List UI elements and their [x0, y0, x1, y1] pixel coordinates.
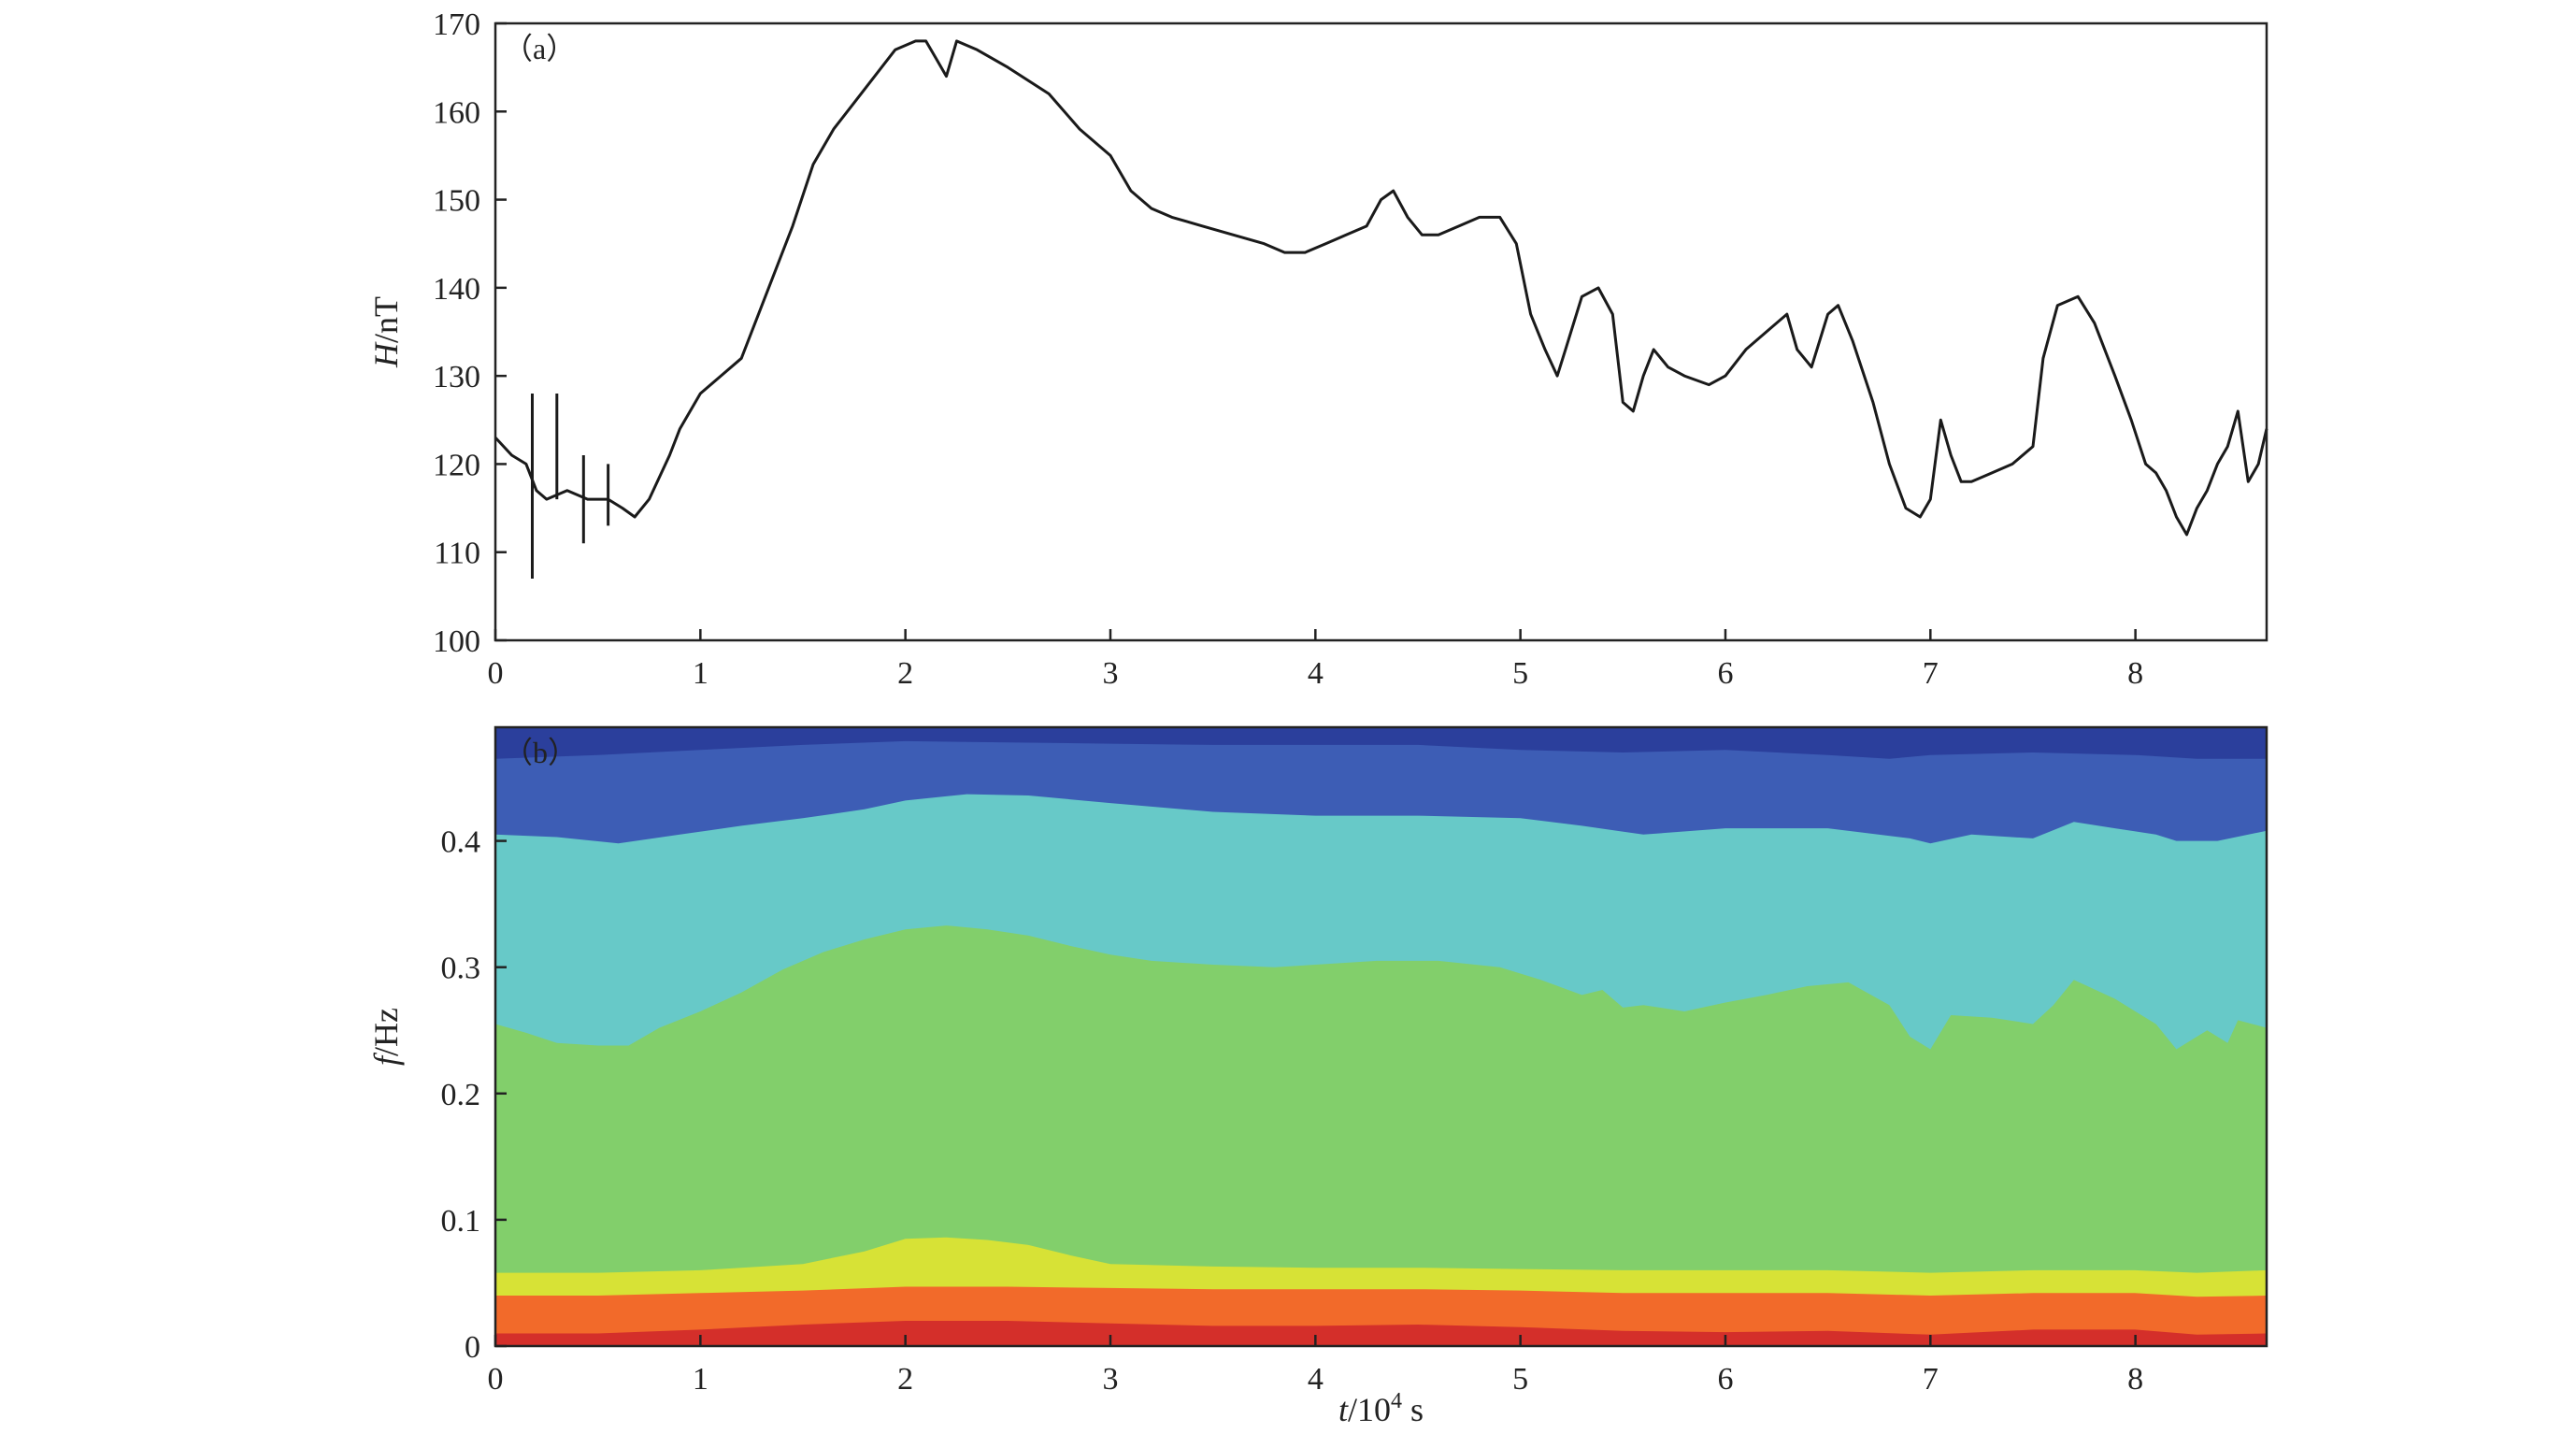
panel-b-y-tick-label: 0.4 [441, 825, 481, 860]
panel-b-x-axis-label-exponent: 4 [1391, 1389, 1402, 1413]
panel-a-y-tick-label: 110 [434, 537, 480, 571]
panel-b-y-tick-label: 0.2 [441, 1078, 481, 1112]
panel-a-x-tick-label: 0 [488, 656, 504, 691]
panel-b-x-tick-label: 1 [693, 1362, 708, 1397]
panel-b-x-axis-label: t/104 s [1338, 1389, 1424, 1428]
panel-b-band [495, 1321, 2267, 1346]
panel-b-x-tick-label: 4 [1308, 1362, 1324, 1397]
panel-b-x-tick-label: 8 [2127, 1362, 2143, 1397]
panel-a-x-tick-label: 4 [1308, 656, 1324, 691]
panel-b-y-tick-label: 0 [465, 1330, 480, 1365]
panel-b-axes-frame [494, 725, 2268, 1348]
panel-b-band-layer [495, 727, 2267, 1346]
panel-a-y-tick-label: 120 [433, 448, 480, 482]
panel-b-x-tick-label: 6 [1717, 1362, 1733, 1397]
panel-b-tag: （b） [503, 736, 578, 769]
panel-a-y-tick-label: 170 [433, 7, 480, 42]
panel-a-spike-layer [530, 394, 610, 579]
panel-a-axes-frame [494, 21, 2268, 642]
panel-a-y-tick-label: 150 [433, 184, 480, 219]
panel-a-x-tick-label: 6 [1717, 656, 1733, 691]
panel-a-y-tick-label: 100 [433, 624, 480, 659]
panel-a-x-tick-label: 1 [693, 656, 708, 691]
panel-a-y-axis-label-symbol: H [367, 341, 405, 368]
panel-a-x-ticks: 0 1 2 3 4 5 6 7 8 [488, 629, 2143, 691]
panel-a-x-tick-label: 7 [1923, 656, 1939, 691]
panel-b-y-axis-label-unit: /Hz [367, 1008, 405, 1056]
panel-a-y-axis-label-unit: /nT [367, 296, 405, 343]
panel-b-x-tick-label: 3 [1102, 1362, 1118, 1397]
panel-a-y-tick-label: 140 [433, 272, 480, 307]
panel-a-series-layer [494, 39, 2268, 537]
panel-b-x-tick-label: 5 [1512, 1362, 1528, 1397]
panel-a-x-tick-label: 5 [1512, 656, 1528, 691]
panel-b-x-axis-label-unit: s [1402, 1391, 1424, 1428]
panel-b-y-ticks: 0 0.1 0.2 0.3 0.4 [441, 825, 507, 1365]
panel-b-x-axis-label-base: /10 [1348, 1391, 1391, 1428]
panel-b-x-ticks: 0 1 2 3 4 5 6 7 8 [488, 1335, 2143, 1397]
panel-b-x-tick-label: 2 [897, 1362, 913, 1397]
panel-a-y-axis-label: H/nT [367, 296, 405, 368]
panel-a-y-tick-label: 160 [433, 95, 480, 130]
panel-b-y-tick-label: 0.1 [441, 1204, 481, 1239]
panel-b-x-tick-label: 0 [488, 1362, 504, 1397]
panel-b-x-tick-label: 7 [1923, 1362, 1939, 1397]
panel-b-y-axis-label: f/Hz [367, 1008, 405, 1066]
panel-a-y-tick-label: 130 [433, 360, 480, 394]
panel-b-x-axis-label-symbol: t [1338, 1391, 1349, 1428]
panel-a-x-tick-label: 3 [1102, 656, 1118, 691]
panel-a-tag: （a） [503, 32, 576, 65]
panel-b-y-tick-label: 0.3 [441, 952, 481, 986]
panel-a-series-line [494, 39, 2268, 537]
panel-a-x-tick-label: 2 [897, 656, 913, 691]
panel-a-y-ticks: 100 110 120 130 140 150 160 170 [433, 7, 507, 659]
panel-a-x-tick-label: 8 [2127, 656, 2143, 691]
panel-a-line-chart: 0 1 2 3 4 5 6 7 8 100 110 120 130 140 150 160 170 （a） H… [367, 7, 2268, 691]
